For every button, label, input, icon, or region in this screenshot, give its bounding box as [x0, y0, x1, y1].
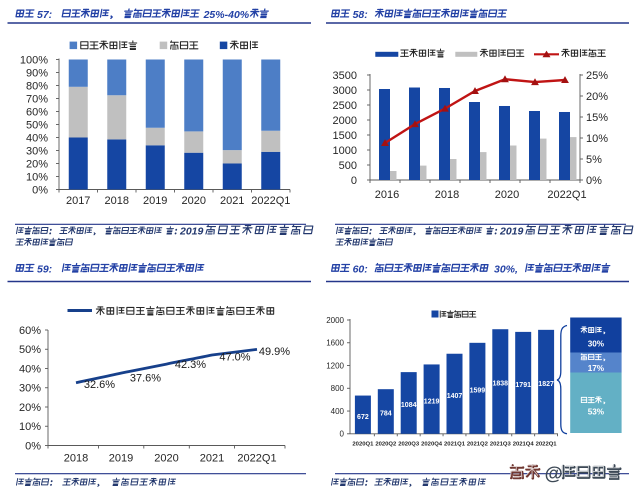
- svg-text:47.0%: 47.0%: [219, 352, 250, 364]
- svg-text:70%: 70%: [26, 93, 48, 105]
- svg-text:1084: 1084: [401, 402, 417, 409]
- svg-text:3000: 3000: [333, 85, 357, 97]
- svg-text:784: 784: [380, 411, 392, 418]
- svg-text:2000: 2000: [326, 316, 344, 325]
- svg-text:0: 0: [340, 430, 345, 439]
- svg-text:1219: 1219: [424, 398, 440, 405]
- svg-text:2020Q4: 2020Q4: [421, 441, 443, 447]
- svg-text:1838: 1838: [493, 381, 509, 388]
- svg-text:2018: 2018: [105, 195, 129, 207]
- svg-text:60%: 60%: [26, 106, 48, 118]
- svg-text:59:: 59:: [37, 264, 52, 276]
- svg-text:0%: 0%: [32, 184, 48, 196]
- svg-text:42.3%: 42.3%: [175, 359, 206, 371]
- svg-text:2020: 2020: [154, 453, 178, 465]
- svg-text:672: 672: [357, 414, 369, 421]
- svg-text:40%: 40%: [19, 363, 41, 375]
- svg-text:1599: 1599: [470, 388, 486, 395]
- svg-text:49.9%: 49.9%: [259, 346, 290, 358]
- svg-text:20%: 20%: [586, 91, 608, 103]
- svg-text:20%: 20%: [19, 402, 41, 414]
- svg-text:1000: 1000: [333, 145, 357, 157]
- svg-text:53%: 53%: [588, 408, 605, 417]
- svg-text:60%: 60%: [19, 325, 41, 337]
- svg-text:2500: 2500: [333, 100, 357, 112]
- svg-text:800: 800: [331, 384, 345, 393]
- svg-text:30%: 30%: [19, 383, 41, 395]
- svg-text:17%: 17%: [588, 364, 605, 373]
- svg-text:0: 0: [351, 175, 357, 187]
- svg-text:30%: 30%: [26, 145, 48, 157]
- svg-text:2020Q1: 2020Q1: [352, 441, 374, 447]
- svg-text:30%,: 30%,: [494, 264, 518, 276]
- svg-text:2019: 2019: [109, 453, 133, 465]
- svg-text:@: @: [545, 463, 563, 484]
- svg-text:2022Q1: 2022Q1: [536, 441, 558, 447]
- svg-text:100%: 100%: [20, 54, 48, 66]
- svg-text:58:: 58:: [353, 9, 368, 21]
- svg-text:10%: 10%: [19, 421, 41, 433]
- svg-text:2018: 2018: [435, 189, 459, 201]
- svg-text:2019: 2019: [179, 226, 204, 238]
- svg-text:2020: 2020: [495, 189, 519, 201]
- svg-text:5%: 5%: [586, 154, 602, 166]
- svg-text:2018: 2018: [64, 453, 88, 465]
- svg-text:500: 500: [339, 160, 357, 172]
- svg-text:2019: 2019: [143, 195, 167, 207]
- svg-text:1600: 1600: [326, 339, 344, 348]
- svg-text:2021: 2021: [200, 453, 224, 465]
- svg-text:0%: 0%: [586, 175, 602, 187]
- svg-text:60:: 60:: [353, 264, 368, 276]
- svg-text:2016: 2016: [375, 189, 399, 201]
- svg-text:2020Q2: 2020Q2: [375, 441, 397, 447]
- svg-text:2019: 2019: [499, 226, 524, 238]
- svg-text:2021Q2: 2021Q2: [467, 441, 489, 447]
- svg-text:2021Q1: 2021Q1: [444, 441, 466, 447]
- svg-text:50%: 50%: [26, 119, 48, 131]
- svg-text:2017: 2017: [66, 195, 90, 207]
- svg-text:1500: 1500: [333, 130, 357, 142]
- svg-text:2021: 2021: [220, 195, 244, 207]
- svg-text:37.6%: 37.6%: [130, 373, 161, 385]
- svg-text:15%: 15%: [586, 112, 608, 124]
- svg-text:1791: 1791: [515, 382, 531, 389]
- svg-text:80%: 80%: [26, 80, 48, 92]
- svg-text:25%-40%: 25%-40%: [203, 9, 250, 21]
- svg-text:2022Q1: 2022Q1: [251, 195, 290, 207]
- svg-text:2022Q1: 2022Q1: [547, 189, 586, 201]
- svg-text:25%: 25%: [586, 70, 608, 82]
- svg-text:40%: 40%: [26, 132, 48, 144]
- svg-text:2021Q4: 2021Q4: [513, 441, 535, 447]
- svg-text:90%: 90%: [26, 67, 48, 79]
- svg-text:2022Q1: 2022Q1: [237, 453, 276, 465]
- svg-text:2000: 2000: [333, 115, 357, 127]
- svg-text:3500: 3500: [333, 70, 357, 82]
- svg-text:2021Q3: 2021Q3: [490, 441, 512, 447]
- svg-text:2020: 2020: [182, 195, 206, 207]
- svg-text:20%: 20%: [26, 158, 48, 170]
- svg-text:0%: 0%: [25, 440, 41, 452]
- svg-text:1200: 1200: [326, 361, 344, 370]
- svg-text:50%: 50%: [19, 344, 41, 356]
- svg-text:1407: 1407: [447, 393, 463, 400]
- svg-text:10%: 10%: [26, 171, 48, 183]
- svg-text:32.6%: 32.6%: [84, 379, 115, 391]
- svg-text:2020Q3: 2020Q3: [398, 441, 420, 447]
- svg-text:10%: 10%: [586, 133, 608, 145]
- svg-text:30%: 30%: [588, 340, 605, 349]
- svg-text:400: 400: [331, 407, 345, 416]
- svg-text:57:: 57:: [37, 9, 52, 21]
- svg-text:1827: 1827: [538, 381, 554, 388]
